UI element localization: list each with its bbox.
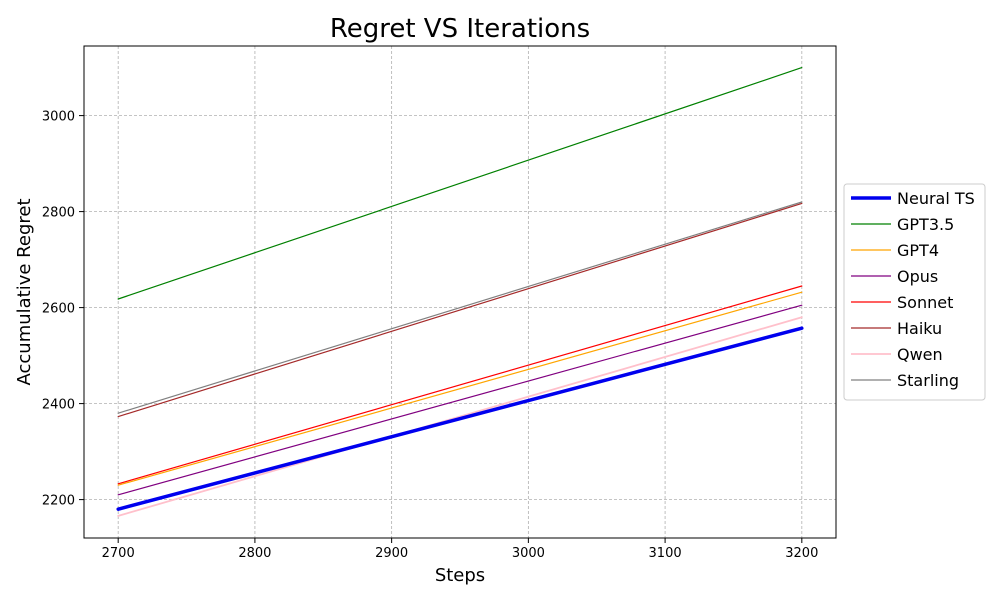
y-tick-label: 2400 [42, 398, 75, 413]
legend-label: GPT3.5 [897, 215, 954, 234]
y-tick-label: 3000 [42, 110, 75, 125]
legend-label: Qwen [897, 345, 943, 364]
x-tick-label: 2800 [238, 546, 271, 561]
series-line-neural-ts [116, 326, 804, 511]
legend-label: Opus [897, 267, 938, 286]
x-axis-label: Steps [435, 565, 485, 586]
series-line-qwen [117, 316, 803, 517]
plot-frame [83, 45, 837, 539]
y-tick-label: 2200 [42, 494, 75, 509]
x-tick-label: 3100 [649, 546, 682, 561]
chart-title: Regret VS Iterations [330, 14, 590, 44]
x-tick-label: 3200 [785, 546, 818, 561]
series-line-gpt4 [117, 291, 803, 486]
grid-layer [84, 46, 836, 538]
legend: Neural TS GPT3.5 GPT4 Opus Sonnet Haiku Qwen St… [843, 183, 986, 401]
series-line-haiku [117, 202, 803, 418]
legend-label: Haiku [897, 319, 942, 338]
legend-label: GPT4 [897, 241, 939, 260]
y-tick-label: 2800 [42, 206, 75, 221]
legend-box [843, 183, 986, 401]
y-axis-label: Accumulative Regret [14, 198, 35, 385]
x-tick-label: 2700 [102, 546, 135, 561]
x-tick-label: 3000 [512, 546, 545, 561]
tick-layer: 2700 2800 2900 3000 3100 3200 2200 2400 2600 2800… [42, 110, 818, 561]
series-layer [116, 66, 804, 517]
legend-label: Neural TS [897, 189, 975, 208]
series-line-opus [117, 304, 803, 496]
legend-label: Sonnet [897, 293, 953, 312]
series-line-starling [117, 201, 803, 414]
series-line-gpt3-5 [117, 66, 803, 300]
legend-label: Starling [897, 371, 959, 390]
series-line-sonnet [117, 285, 803, 485]
x-tick-label: 2900 [375, 546, 408, 561]
y-tick-label: 2600 [42, 302, 75, 317]
